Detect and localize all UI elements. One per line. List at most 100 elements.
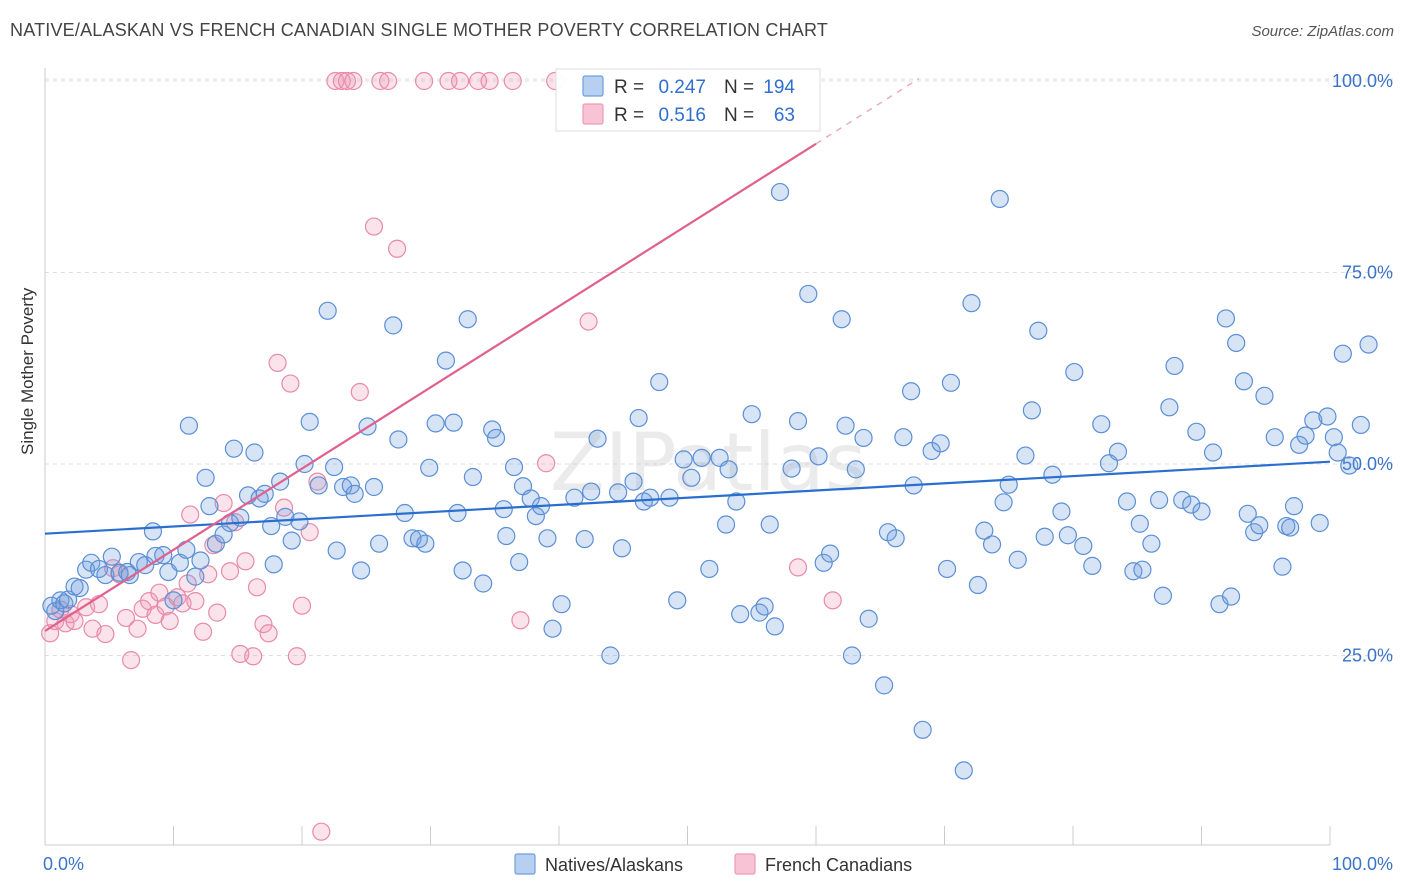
natives-alaskans-point	[875, 676, 894, 695]
natives-alaskans-point	[102, 547, 121, 566]
natives-alaskans-point	[1008, 550, 1027, 569]
natives-alaskans-point	[1265, 428, 1284, 447]
natives-alaskans-point	[526, 506, 545, 526]
natives-alaskans-point	[309, 476, 328, 495]
natives-alaskans-point	[409, 529, 429, 549]
legend-label-french-canadians: French Canadians	[765, 855, 912, 875]
french-canadians-point	[287, 647, 306, 666]
natives-alaskans-point	[1250, 516, 1269, 535]
natives-alaskans-point	[177, 540, 196, 559]
natives-alaskans-point	[453, 561, 472, 580]
natives-alaskans-point	[552, 595, 571, 614]
natives-alaskans-point	[206, 534, 226, 553]
natives-alaskans-point	[1182, 495, 1201, 514]
stats-r-label: R =	[614, 105, 644, 126]
stats-r-label: R =	[614, 77, 644, 98]
natives-alaskans-point	[486, 428, 506, 448]
natives-alaskans-point	[1284, 497, 1304, 516]
natives-alaskans-point	[931, 434, 950, 453]
natives-alaskans-point	[1216, 309, 1236, 328]
natives-alaskans-point	[913, 720, 932, 739]
natives-alaskans-point	[742, 405, 761, 424]
trend-line-french-canadians-extension	[815, 78, 920, 145]
french-canadians-point	[281, 374, 300, 393]
series-french-canadians	[41, 71, 842, 841]
natives-alaskans-point	[937, 559, 957, 579]
french-canadians-point	[128, 619, 147, 638]
natives-alaskans-point	[668, 591, 687, 610]
natives-alaskans-point	[1255, 386, 1274, 405]
french-canadians-point	[89, 595, 109, 614]
natives-alaskans-point	[70, 578, 89, 598]
natives-alaskans-point	[214, 525, 233, 544]
french-canadians-point	[208, 603, 227, 622]
natives-alaskans-point	[575, 529, 594, 549]
natives-alaskans-point	[463, 467, 483, 487]
y-tick-label: 75.0%	[1342, 263, 1393, 283]
natives-alaskans-point	[245, 443, 264, 462]
natives-alaskans-point	[1124, 562, 1143, 581]
natives-alaskans-point	[370, 534, 389, 553]
natives-alaskans-point	[941, 373, 961, 392]
natives-alaskans-point	[612, 539, 632, 558]
french-canadians-point	[480, 71, 499, 91]
natives-alaskans-point	[901, 382, 921, 401]
natives-alaskans-point	[538, 529, 557, 548]
french-canadians-point	[160, 611, 179, 631]
french-canadians-point	[823, 591, 842, 610]
natives-alaskans-point	[186, 567, 205, 586]
french-canadians-point	[193, 622, 213, 641]
natives-alaskans-point	[444, 413, 463, 432]
french-canadians-point	[116, 608, 136, 628]
natives-alaskans-point	[1065, 362, 1084, 382]
legend-swatch-french-canadians	[734, 853, 756, 875]
natives-alaskans-point	[854, 428, 873, 448]
french-canadians-point	[236, 552, 255, 571]
stats-n-label: N =	[724, 105, 754, 126]
natives-alaskans-point	[731, 605, 750, 624]
x-tick-label-right: 100.0%	[1332, 854, 1393, 874]
natives-alaskans-point	[164, 591, 183, 610]
trend-lines	[44, 78, 1331, 632]
natives-alaskans-point	[809, 447, 828, 466]
natives-alaskans-point	[1281, 518, 1300, 537]
natives-alaskans-point	[994, 493, 1013, 512]
natives-alaskans-point	[727, 492, 746, 511]
french-canadians-point	[350, 382, 369, 402]
natives-alaskans-point	[389, 430, 408, 449]
natives-alaskans-point	[474, 574, 493, 593]
natives-alaskans-point	[282, 531, 301, 550]
natives-alaskans-point	[352, 561, 371, 580]
natives-alaskans-point	[448, 503, 467, 523]
tick-labels: 25.0%50.0%75.0%100.0%0.0% 100.0%	[43, 71, 1393, 874]
french-canadians-point	[414, 71, 434, 91]
natives-alaskans-point	[1328, 443, 1347, 462]
stats-swatch	[582, 103, 604, 125]
natives-alaskans-point	[325, 457, 344, 477]
stats-r-value: 0.247	[658, 77, 706, 98]
natives-alaskans-point	[765, 617, 784, 636]
natives-alaskans-point	[384, 316, 403, 335]
natives-alaskans-point	[700, 559, 719, 579]
natives-alaskans-point	[650, 372, 669, 392]
legend-label-natives-alaskans: Natives/Alaskans	[545, 855, 683, 875]
natives-alaskans-point	[990, 189, 1009, 209]
natives-alaskans-point	[1153, 586, 1173, 605]
french-canadians-point	[378, 71, 398, 91]
natives-alaskans-point	[770, 182, 790, 202]
natives-alaskans-point	[782, 459, 801, 478]
natives-alaskans-point	[1108, 442, 1128, 461]
natives-alaskans-point	[1234, 372, 1254, 391]
natives-alaskans-point	[179, 416, 199, 435]
natives-alaskans-point	[1160, 398, 1179, 417]
natives-alaskans-point	[1083, 556, 1102, 575]
natives-alaskans-point	[1043, 465, 1062, 484]
x-tick-label-left: 0.0%	[43, 854, 84, 874]
trend-line-french-canadians	[44, 142, 817, 632]
natives-alaskans-point	[565, 488, 584, 507]
french-canadians-point	[387, 239, 407, 258]
french-canadians-point	[214, 493, 233, 513]
french-canadians-point	[537, 454, 556, 473]
french-canadians-point	[247, 578, 267, 597]
